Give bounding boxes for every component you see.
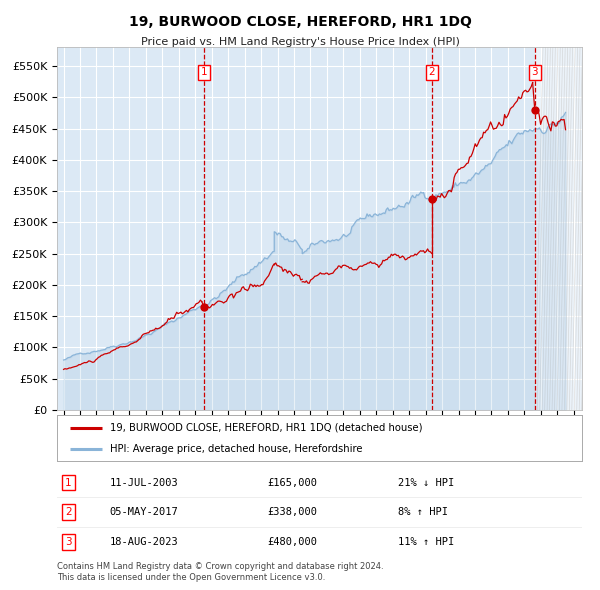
Bar: [535, 47, 590, 410]
Text: HPI: Average price, detached house, Herefordshire: HPI: Average price, detached house, Here…: [110, 444, 362, 454]
Text: 2: 2: [65, 507, 72, 517]
Text: 18-AUG-2023: 18-AUG-2023: [110, 537, 178, 547]
Text: 19, BURWOOD CLOSE, HEREFORD, HR1 1DQ (detached house): 19, BURWOOD CLOSE, HEREFORD, HR1 1DQ (de…: [110, 423, 422, 433]
Text: 1: 1: [65, 477, 72, 487]
Text: £338,000: £338,000: [267, 507, 317, 517]
Text: 19, BURWOOD CLOSE, HEREFORD, HR1 1DQ: 19, BURWOOD CLOSE, HEREFORD, HR1 1DQ: [128, 15, 472, 29]
Text: 8% ↑ HPI: 8% ↑ HPI: [398, 507, 448, 517]
Text: 11-JUL-2003: 11-JUL-2003: [110, 477, 178, 487]
Text: 3: 3: [65, 537, 72, 547]
Text: 3: 3: [532, 67, 538, 77]
Text: 11% ↑ HPI: 11% ↑ HPI: [398, 537, 455, 547]
Text: 05-MAY-2017: 05-MAY-2017: [110, 507, 178, 517]
Text: 21% ↓ HPI: 21% ↓ HPI: [398, 477, 455, 487]
Text: £165,000: £165,000: [267, 477, 317, 487]
Text: Price paid vs. HM Land Registry's House Price Index (HPI): Price paid vs. HM Land Registry's House …: [140, 37, 460, 47]
Text: Contains HM Land Registry data © Crown copyright and database right 2024.
This d: Contains HM Land Registry data © Crown c…: [57, 562, 383, 582]
Text: 1: 1: [200, 67, 207, 77]
Text: £480,000: £480,000: [267, 537, 317, 547]
Text: 2: 2: [428, 67, 435, 77]
